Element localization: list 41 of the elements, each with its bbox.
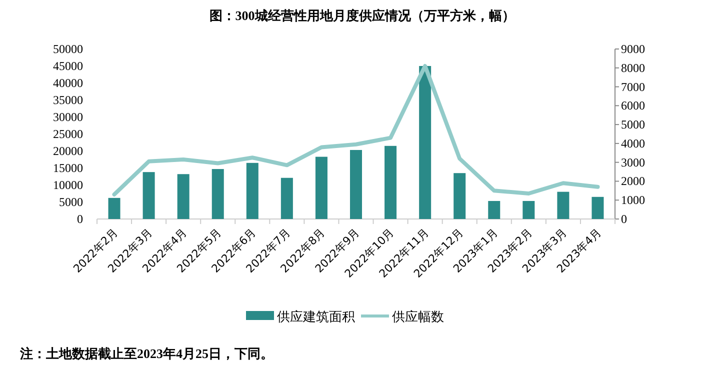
y2-tick-label: 2000 <box>621 174 645 188</box>
y-tick-label: 50000 <box>53 42 83 56</box>
chart-title: 图：300城经营性用地月度供应情况（万平方米，幅） <box>209 8 515 23</box>
y-tick-label: 0 <box>77 212 83 226</box>
y2-tick-label: 0 <box>621 212 627 226</box>
bar <box>212 169 224 219</box>
line-series <box>112 64 600 196</box>
bar <box>384 146 397 219</box>
y2-tick-label: 4000 <box>621 136 645 150</box>
bar <box>350 150 362 219</box>
y-tick-label: 30000 <box>53 110 83 124</box>
y2-tick-label: 1000 <box>621 193 645 208</box>
legend-label: 供应建筑面积 <box>277 309 355 325</box>
bar <box>419 66 432 219</box>
bar <box>522 200 535 219</box>
y2-tick-label: 8000 <box>621 60 645 75</box>
bar <box>557 192 570 219</box>
y2-tick-label: 6000 <box>621 98 645 113</box>
y-tick-label: 10000 <box>53 178 83 192</box>
text: 注：土地数据截止至2023年4月25日，下同。 <box>19 346 274 361</box>
y2-tick-label: 5000 <box>621 118 645 132</box>
y-tick-label: 45000 <box>53 59 83 73</box>
bar <box>108 198 120 219</box>
y2-tick-label: 3000 <box>621 155 645 170</box>
bar <box>142 172 155 219</box>
bar <box>177 174 190 219</box>
y-tick-label: 40000 <box>53 76 83 90</box>
bar <box>315 156 328 219</box>
y-tick-label: 15000 <box>53 161 83 175</box>
bar <box>454 173 466 219</box>
y-tick-label: 5000 <box>59 195 83 209</box>
y2-tick-label: 7000 <box>621 80 645 94</box>
legend-label: 供应幅数 <box>392 309 444 325</box>
bar <box>592 196 604 219</box>
y-tick-label: 20000 <box>53 144 83 158</box>
y-tick-label: 35000 <box>53 93 83 107</box>
bar <box>246 162 258 219</box>
y2-tick-label: 9000 <box>621 42 645 56</box>
bar <box>280 178 293 219</box>
bar <box>488 200 500 219</box>
y-tick-label: 25000 <box>53 127 83 141</box>
